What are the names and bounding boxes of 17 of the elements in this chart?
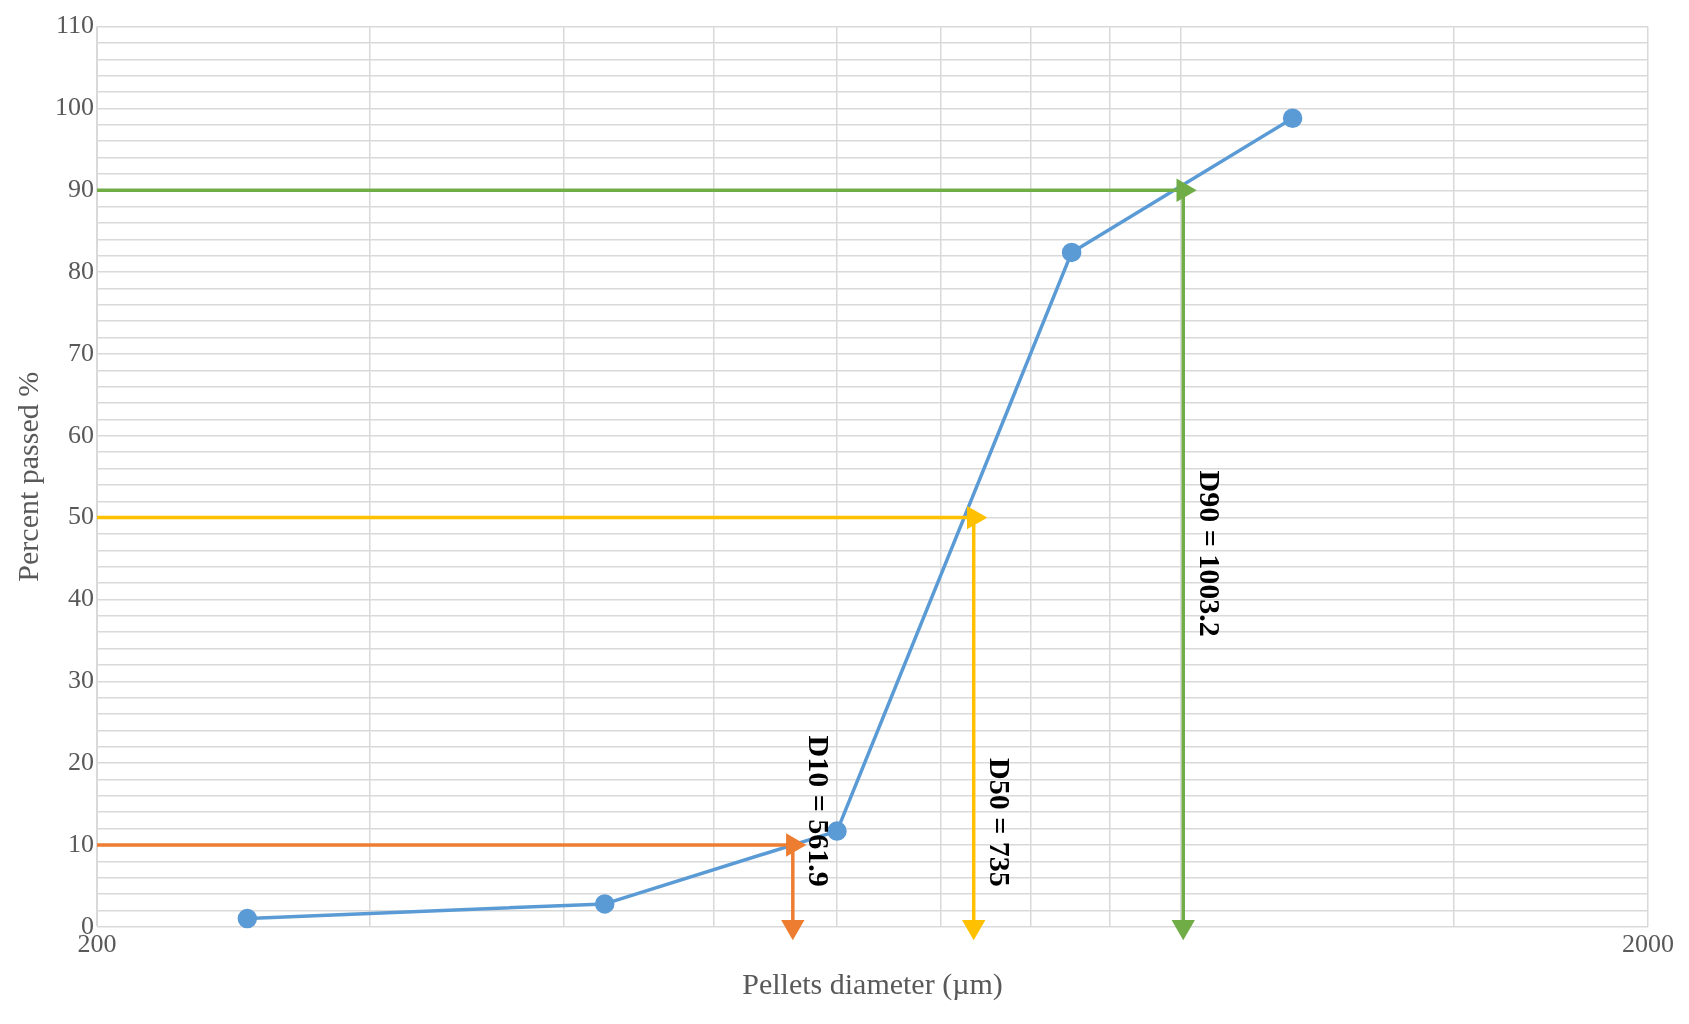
y-tick-label: 10 — [68, 828, 94, 858]
y-tick-label: 110 — [55, 10, 94, 40]
y-tick-label: 30 — [68, 665, 94, 695]
y-tick-label: 40 — [68, 583, 94, 613]
y-axis-title: Percent passed % — [10, 371, 44, 582]
y-tick-label: 70 — [68, 337, 94, 367]
x-tick-label: 2000 — [1622, 929, 1674, 959]
y-tick-label: 60 — [68, 419, 94, 449]
y-tick-label: 90 — [68, 174, 94, 204]
y-tick-label: 100 — [55, 92, 94, 122]
x-axis-title: Pellets diameter (µm) — [742, 966, 1003, 1001]
annotation: D90 = 1003.2 — [1193, 470, 1227, 637]
y-tick-label: 50 — [68, 501, 94, 531]
y-tick-label: 80 — [68, 255, 94, 285]
annotation: D50 = 735 — [983, 758, 1017, 887]
y-tick-label: 20 — [68, 746, 94, 776]
annotation: D10 = 561.9 — [803, 735, 837, 887]
